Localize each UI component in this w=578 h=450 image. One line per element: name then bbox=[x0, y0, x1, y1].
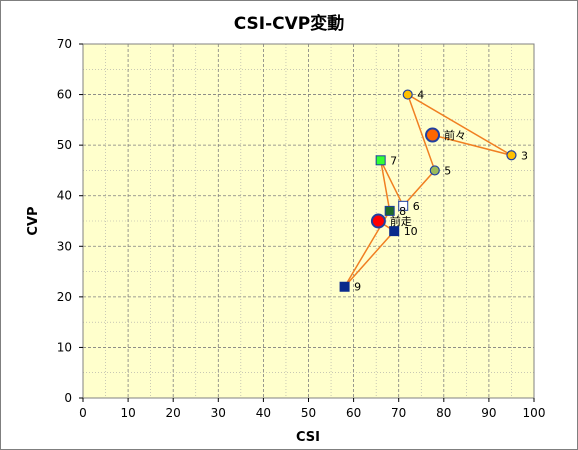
y-tick-label: 70 bbox=[57, 37, 72, 51]
data-point-9 bbox=[339, 281, 350, 292]
x-tick-label: 50 bbox=[301, 406, 316, 420]
data-point-4 bbox=[402, 89, 413, 100]
x-axis-label: CSI bbox=[296, 430, 320, 445]
x-tick-label: 60 bbox=[346, 406, 361, 420]
y-tick-label: 50 bbox=[57, 138, 72, 152]
data-label-10: 10 bbox=[404, 225, 418, 238]
data-point-前々 bbox=[425, 127, 441, 143]
x-tick-label: 0 bbox=[79, 406, 87, 420]
data-label-前走: 前走 bbox=[390, 214, 412, 228]
y-tick-label: 10 bbox=[57, 340, 72, 354]
x-tick-label: 90 bbox=[481, 406, 496, 420]
tick-labels: 0 10 20 30 40 50 60 70 80 90 100 0 10 20 30 40 50 60 70 bbox=[57, 37, 546, 420]
series-path bbox=[343, 92, 512, 288]
y-tick-label: 60 bbox=[57, 88, 72, 102]
data-label-8: 8 bbox=[399, 205, 406, 218]
data-point-3 bbox=[506, 150, 517, 161]
data-point-8 bbox=[384, 205, 395, 216]
data-label-9: 9 bbox=[354, 281, 361, 294]
data-point-5 bbox=[429, 165, 440, 176]
x-tick-label: 20 bbox=[166, 406, 181, 420]
data-point-前走 bbox=[370, 213, 386, 229]
data-label-4: 4 bbox=[417, 89, 424, 102]
series-line bbox=[343, 92, 512, 288]
x-tick-label: 80 bbox=[436, 406, 451, 420]
data-label-6: 6 bbox=[413, 200, 420, 213]
x-tick-label: 40 bbox=[256, 406, 271, 420]
x-tick-label: 10 bbox=[120, 406, 135, 420]
data-label-前々: 前々 bbox=[444, 128, 466, 142]
y-tick-label: 0 bbox=[64, 391, 72, 405]
y-tick-label: 30 bbox=[57, 239, 72, 253]
grid bbox=[83, 44, 534, 398]
x-tick-label: 100 bbox=[523, 406, 546, 420]
chart-title: CSI-CVP変動 bbox=[234, 13, 345, 34]
data-point-7 bbox=[375, 155, 386, 166]
y-axis-label: CVP bbox=[26, 206, 41, 235]
data-points bbox=[339, 89, 517, 292]
y-tick-label: 40 bbox=[57, 189, 72, 203]
data-label-3: 3 bbox=[521, 149, 528, 162]
data-point-6 bbox=[398, 200, 409, 211]
data-point-10 bbox=[389, 226, 400, 237]
x-tick-label: 70 bbox=[391, 406, 406, 420]
axes bbox=[79, 43, 535, 402]
data-label-5: 5 bbox=[444, 164, 451, 177]
y-tick-label: 20 bbox=[57, 290, 72, 304]
x-tick-label: 30 bbox=[211, 406, 226, 420]
data-label-7: 7 bbox=[390, 154, 397, 167]
